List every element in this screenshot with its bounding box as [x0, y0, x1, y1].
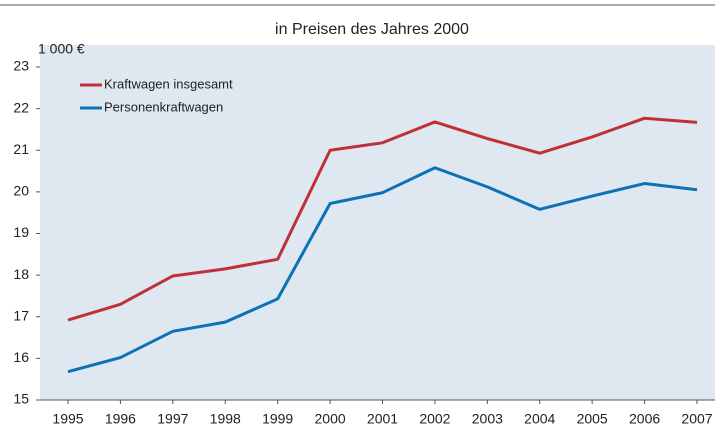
y-tick-label: 15: [13, 391, 29, 407]
x-tick-label: 2005: [577, 411, 608, 427]
x-tick-label: 2003: [472, 411, 503, 427]
chart-title: in Preisen des Jahres 2000: [275, 21, 469, 38]
y-tick-label: 18: [13, 266, 29, 282]
x-tick-label: 2004: [524, 411, 555, 427]
x-tick-label: 2006: [629, 411, 660, 427]
x-tick-label: 2001: [367, 411, 398, 427]
y-tick-label: 17: [13, 307, 29, 323]
x-tick-label: 1998: [210, 411, 241, 427]
x-tick-label: 2002: [419, 411, 450, 427]
legend-label: Kraftwagen insgesamt: [104, 76, 233, 91]
x-tick-label: 2000: [315, 411, 346, 427]
x-tick-label: 2007: [681, 411, 712, 427]
series-line: [67, 166, 698, 374]
y-axis-unit: 1 000 €: [38, 41, 85, 57]
x-tick-label: 1997: [157, 411, 188, 427]
x-tick-label: 1999: [262, 411, 293, 427]
x-tick-label: 1995: [52, 411, 83, 427]
y-tick-label: 19: [13, 224, 29, 240]
legend-label: Personenkraftwagen: [104, 99, 223, 114]
y-tick-label: 22: [13, 99, 29, 115]
y-tick-label: 23: [13, 58, 29, 74]
x-tick-label: 1996: [105, 411, 136, 427]
y-tick-label: 21: [13, 141, 29, 157]
y-tick-label: 20: [13, 183, 29, 199]
y-tick-label: 16: [13, 349, 29, 365]
series-line: [67, 116, 698, 322]
